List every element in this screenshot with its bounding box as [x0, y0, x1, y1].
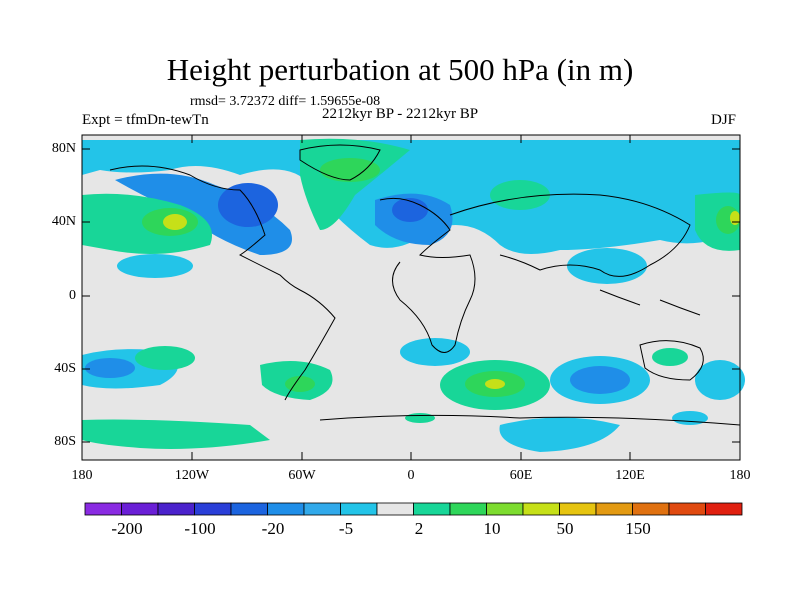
y-tick-label: 40N [51, 214, 76, 229]
colorbar-label: 50 [556, 519, 574, 538]
colorbar-swatch [413, 502, 451, 516]
colorbar-swatch [486, 502, 524, 516]
colorbar-swatch [303, 502, 341, 516]
stats-subtitle: rmsd= 3.72372 diff= 1.59655e-08 [190, 94, 381, 109]
colorbar-swatch [121, 502, 159, 516]
x-tick-label: 180 [71, 468, 93, 483]
colorbar-swatch [705, 502, 743, 516]
colorbar-swatch [559, 502, 597, 516]
colorbar-swatch [449, 502, 487, 516]
colorbar-swatch [376, 502, 414, 516]
colorbar-label: -100 [184, 519, 216, 538]
coastlines [109, 144, 741, 426]
map-title: Height perturbation at 500 hPa (in m) [166, 52, 634, 87]
colorbar-swatch [340, 502, 378, 516]
experiment-label: Expt = tfmDn-tewTn [82, 112, 209, 128]
colorbar-swatch [267, 502, 305, 516]
y-tick-label: 80S [54, 434, 76, 449]
y-tick-label: 0 [69, 288, 76, 303]
x-tick-label: 180 [729, 468, 751, 483]
x-tick-label: 120W [174, 468, 210, 483]
colorbar-swatch [668, 502, 706, 516]
colorbar-label: -5 [338, 519, 354, 538]
colorbar-swatch [84, 502, 122, 516]
colorbar-label: 150 [625, 519, 651, 538]
x-tick-label: 60W [288, 468, 316, 483]
y-tick-label: 80N [51, 141, 76, 156]
colorbar-label: 2 [414, 519, 424, 538]
season-label: DJF [711, 112, 737, 128]
colorbar-swatch [522, 502, 560, 516]
colorbar-swatch [157, 502, 195, 516]
colorbar-swatch [595, 502, 633, 516]
axis-ticks [82, 135, 740, 460]
colorbar-label: -200 [111, 519, 143, 538]
period-label: 2212kyr BP - 2212kyr BP [322, 106, 479, 122]
x-tick-label: 60E [509, 468, 533, 483]
colorbar-swatch [194, 502, 232, 516]
colorbar-swatch [230, 502, 268, 516]
colorbar-label: -20 [261, 519, 285, 538]
colorbar [84, 502, 743, 516]
colorbar-swatch [632, 502, 670, 516]
x-tick-label: 120E [615, 468, 645, 483]
y-tick-label: 40S [54, 361, 76, 376]
colorbar-label: 10 [483, 519, 501, 538]
x-tick-label: 0 [407, 468, 415, 483]
